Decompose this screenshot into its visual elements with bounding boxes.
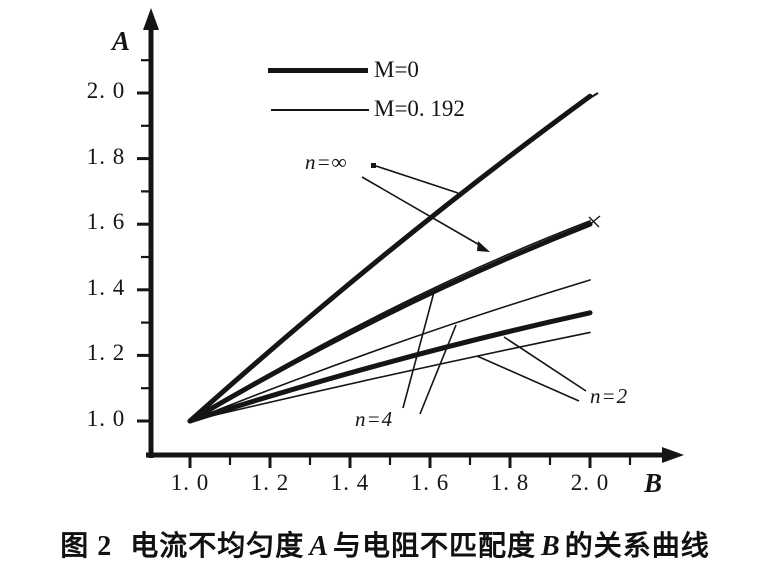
x-tick-label: 1. 0 (170, 470, 210, 495)
data-curves (187, 93, 593, 424)
annotation-n-2: n=2 (590, 384, 629, 408)
curve-n-2-m192 (189, 331, 591, 422)
y-tick-label: 1. 4 (86, 274, 126, 300)
annotation-leader-n-inf-1 (375, 165, 459, 194)
x-tick-label: 2. 0 (570, 470, 610, 495)
caption-var-b: B (541, 531, 560, 562)
curve-n-inf-m0 (187, 93, 593, 424)
caption-text-1: 电流不均匀度 (130, 531, 305, 562)
caption-text-2: 与电阻不匹配度 (333, 531, 537, 562)
annotation-leader-n-2-1 (503, 336, 587, 392)
legend-swatch-thin (271, 109, 369, 111)
figure-caption: 图 2 电流不均匀度 A 与电阻不匹配度 B 的关系曲线 (0, 524, 770, 564)
leader-arrowhead-icon (477, 241, 490, 252)
x-tick-label: 1. 2 (250, 470, 290, 495)
y-axis-arrow-icon (143, 8, 159, 30)
curve-n-4-m192 (189, 279, 591, 422)
x-axis-label: B (644, 468, 663, 498)
curve-n-2-m0 (187, 310, 593, 424)
legend-swatch-thick (268, 68, 368, 73)
curve-tip-x-mark (587, 215, 601, 228)
annotation-n-4: n=4 (355, 407, 394, 431)
annotation-leader-n-2-2 (476, 355, 580, 402)
x-tick-label: 1. 8 (490, 470, 530, 495)
leader-dot (371, 163, 376, 168)
annotation-leader-n-4-2 (419, 324, 457, 415)
legend-label-m0192: M=0. 192 (374, 96, 465, 121)
x-tick-label: 1. 6 (410, 470, 450, 495)
x-tick-label: 1. 4 (330, 470, 370, 495)
annotation-n-inf: n=∞ (305, 150, 348, 174)
y-tick-label: 1. 6 (86, 209, 126, 235)
y-tick-label: 1. 2 (86, 340, 126, 366)
legend-label-m0: M=0 (374, 57, 419, 82)
y-axis-label: A (112, 26, 131, 56)
annotation-leader-n-inf-2 (361, 176, 484, 248)
axis-ticks (137, 59, 632, 468)
x-axis-arrow-icon (662, 447, 684, 463)
caption-text-3: 的关系曲线 (564, 531, 710, 562)
y-tick-label: 1. 0 (86, 406, 126, 431)
y-tick-label: 2. 0 (86, 78, 126, 103)
caption-number: 图 2 (60, 531, 113, 562)
y-tick-label: 1. 8 (86, 143, 126, 169)
caption-var-a: A (309, 531, 328, 562)
curve-n-4-m0 (187, 221, 593, 424)
curve-tip-mark (584, 92, 599, 102)
annotation-leader-n-4-1 (402, 291, 435, 409)
